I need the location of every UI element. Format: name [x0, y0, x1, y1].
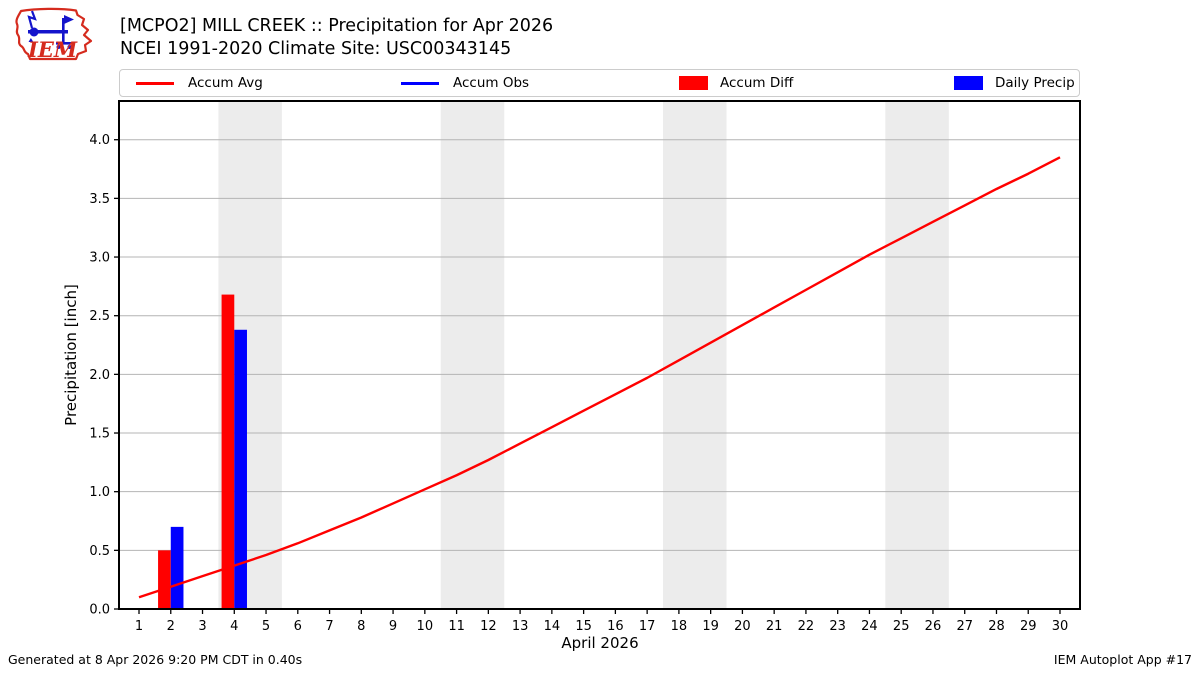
svg-text:9: 9 [389, 619, 397, 634]
svg-text:22: 22 [798, 619, 815, 634]
svg-text:20: 20 [734, 619, 751, 634]
legend-label: Daily Precip [995, 75, 1075, 91]
accum-obs-line-swatch-icon [401, 81, 439, 85]
svg-text:3.0: 3.0 [89, 251, 110, 266]
svg-text:4: 4 [230, 619, 238, 634]
svg-text:2.0: 2.0 [89, 368, 110, 383]
app-credit-text: IEM Autoplot App #17 [1053, 652, 1192, 667]
legend-label: Accum Diff [720, 75, 794, 91]
svg-text:8: 8 [357, 619, 365, 634]
iem-logo-text: IEM [27, 37, 78, 62]
legend-label: Accum Obs [453, 75, 530, 91]
svg-text:0.0: 0.0 [89, 603, 110, 618]
svg-text:12: 12 [480, 619, 497, 634]
plot-frame [118, 100, 1081, 610]
svg-text:1: 1 [135, 619, 143, 634]
svg-text:15: 15 [575, 619, 592, 634]
iowa-outline-icon [15, 7, 93, 61]
svg-text:1.0: 1.0 [89, 485, 110, 500]
svg-text:24: 24 [861, 619, 878, 634]
svg-text:2.5: 2.5 [89, 309, 110, 324]
legend-label: Accum Avg [188, 75, 263, 91]
daily-precip-bars [170, 329, 247, 609]
svg-text:23: 23 [829, 619, 846, 634]
x-axis-label: April 2026 [561, 634, 639, 652]
svg-text:1.5: 1.5 [89, 427, 110, 442]
svg-text:14: 14 [544, 619, 561, 634]
svg-text:19: 19 [702, 619, 719, 634]
svg-text:0.5: 0.5 [89, 544, 110, 559]
daily-precip-box-swatch-icon [954, 76, 983, 90]
svg-text:28: 28 [988, 619, 1005, 634]
accum-avg-line-swatch-icon [136, 81, 174, 85]
accum-diff-bars [158, 294, 235, 609]
y-tick-labels: 0.0 0.5 1.0 1.5 2.0 2.5 3.0 3.5 4.0 [89, 133, 119, 618]
svg-text:6: 6 [294, 619, 302, 634]
chart-title-block: [MCPO2] MILL CREEK :: Precipitation for … [120, 15, 553, 60]
legend-item-daily-precip: Daily Precip [954, 70, 1075, 96]
svg-text:4.0: 4.0 [89, 133, 110, 148]
svg-text:26: 26 [925, 619, 942, 634]
legend-item-accum-avg: Accum Avg [136, 70, 263, 96]
iem-logo-graphic: IEM [15, 7, 93, 62]
svg-text:21: 21 [766, 619, 783, 634]
svg-text:13: 13 [512, 619, 529, 634]
chart-subtitle: NCEI 1991-2020 Climate Site: USC00343145 [120, 38, 512, 59]
svg-text:18: 18 [671, 619, 688, 634]
iem-logo: IEM [8, 4, 100, 66]
x-tick-labels: 1 2 3 4 5 6 7 8 9 10 11 12 13 14 15 16 17 18 19 20 21 22 23 24 2… [135, 609, 1068, 634]
svg-text:25: 25 [893, 619, 910, 634]
accum-avg-line [138, 156, 1061, 599]
chart-legend: Accum Avg Accum Obs Accum Diff Daily Pre… [119, 69, 1080, 97]
weekend-bands [218, 101, 949, 609]
svg-text:27: 27 [956, 619, 973, 634]
legend-item-accum-diff: Accum Diff [679, 70, 793, 96]
svg-text:10: 10 [417, 619, 434, 634]
anemometer-icon [27, 10, 74, 49]
svg-text:3: 3 [198, 619, 206, 634]
svg-text:16: 16 [607, 619, 624, 634]
accum-diff-box-swatch-icon [679, 76, 708, 90]
svg-text:7: 7 [325, 619, 333, 634]
y-axis-label: Precipitation [inch] [62, 284, 80, 426]
svg-text:11: 11 [448, 619, 465, 634]
generated-at-text: Generated at 8 Apr 2026 9:20 PM CDT in 0… [8, 652, 303, 667]
svg-text:3.5: 3.5 [89, 192, 110, 207]
legend-item-accum-obs: Accum Obs [401, 70, 529, 96]
svg-text:5: 5 [262, 619, 270, 634]
svg-text:30: 30 [1052, 619, 1069, 634]
svg-text:2: 2 [167, 619, 175, 634]
svg-text:17: 17 [639, 619, 656, 634]
svg-text:29: 29 [1020, 619, 1037, 634]
chart-title: [MCPO2] MILL CREEK :: Precipitation for … [120, 16, 554, 36]
